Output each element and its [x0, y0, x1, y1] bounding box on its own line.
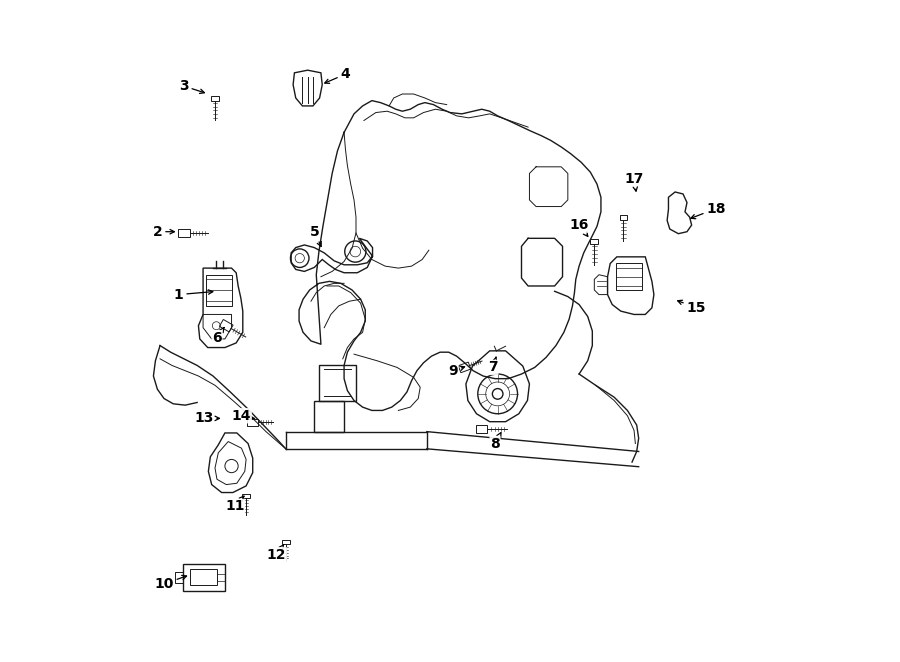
Text: 9: 9: [448, 363, 464, 378]
Text: 12: 12: [266, 545, 286, 562]
Text: 10: 10: [154, 575, 186, 591]
Text: 18: 18: [691, 201, 726, 218]
Text: 2: 2: [152, 224, 175, 239]
Text: 8: 8: [491, 432, 501, 451]
Text: 5: 5: [310, 224, 321, 246]
Text: 3: 3: [179, 79, 204, 93]
Text: 1: 1: [174, 287, 212, 302]
Text: 15: 15: [678, 301, 706, 315]
Text: 17: 17: [625, 171, 643, 191]
Text: 7: 7: [488, 357, 498, 375]
Text: 6: 6: [212, 328, 224, 345]
Text: 16: 16: [570, 218, 589, 236]
Text: 13: 13: [194, 411, 220, 426]
Text: 14: 14: [231, 408, 255, 423]
Text: 4: 4: [325, 67, 350, 83]
Text: 11: 11: [225, 496, 245, 514]
